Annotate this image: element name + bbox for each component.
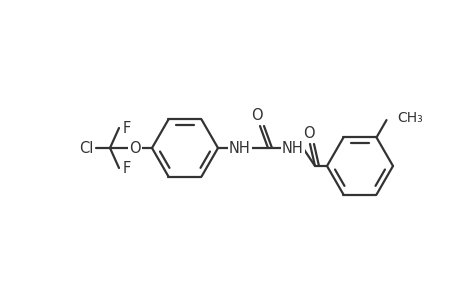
Text: F: F [123,160,131,175]
Text: O: O [302,125,314,140]
Text: CH₃: CH₃ [397,111,422,125]
Text: NH: NH [229,140,250,155]
Text: F: F [123,121,131,136]
Text: O: O [129,140,140,155]
Text: NH: NH [281,140,303,155]
Text: O: O [251,107,262,122]
Text: Cl: Cl [78,140,93,155]
